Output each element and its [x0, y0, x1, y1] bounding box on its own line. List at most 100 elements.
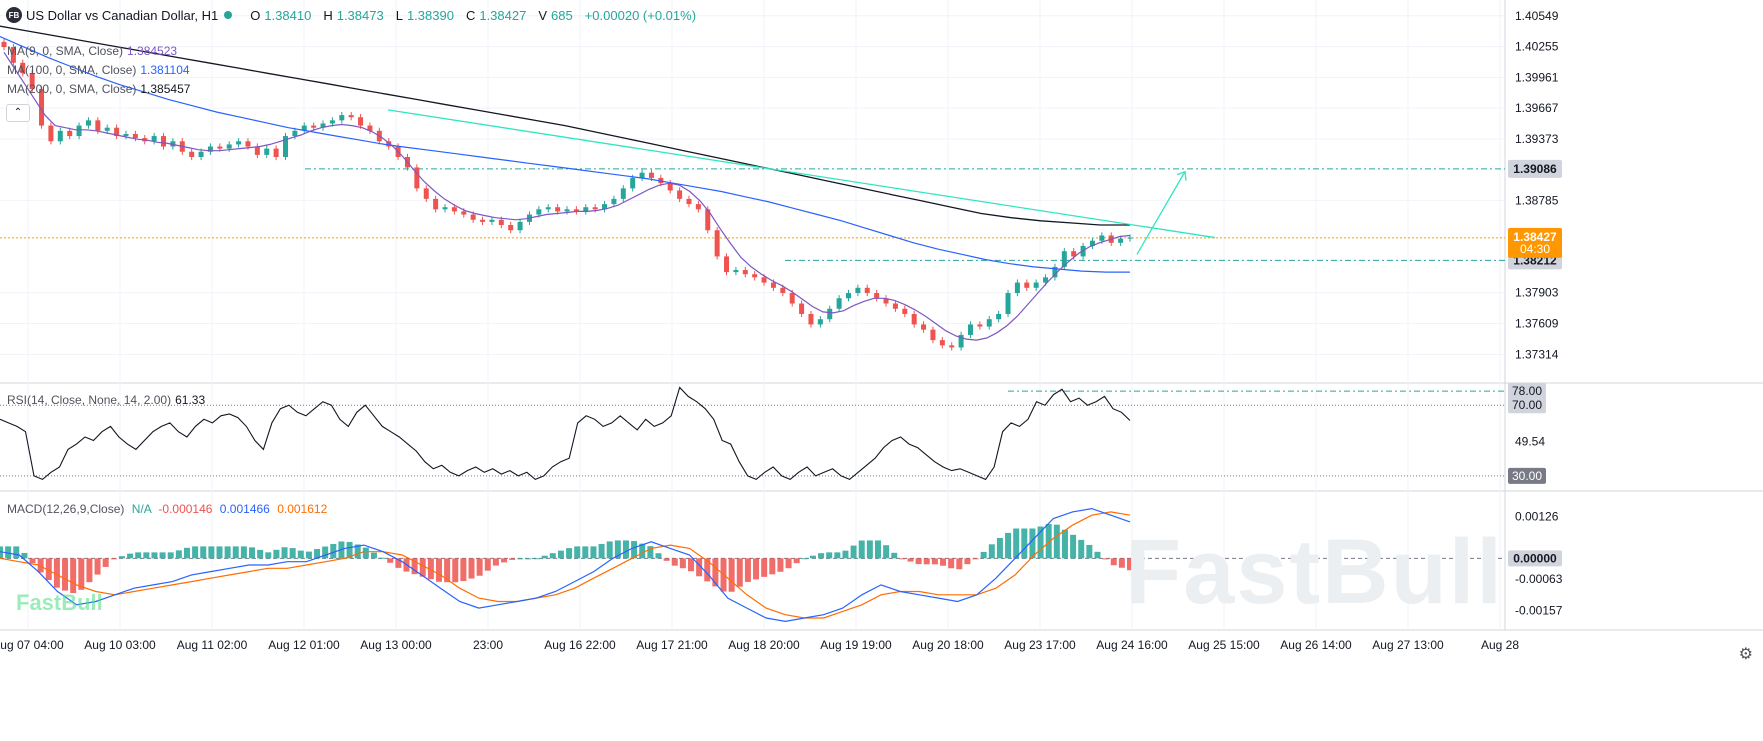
- rsi-tick-label: 78.00: [1512, 384, 1542, 398]
- candle-body: [892, 303, 898, 309]
- macd-histogram-bar: [13, 546, 20, 559]
- macd-histogram-bar: [102, 558, 109, 567]
- candle-body: [799, 303, 805, 314]
- candle-body: [686, 198, 692, 205]
- macd-histogram-bar: [793, 558, 800, 564]
- macd-histogram-bar: [21, 552, 28, 559]
- macd-histogram-bar: [1110, 558, 1117, 566]
- candle-body: [339, 115, 345, 121]
- candle-body: [367, 125, 373, 131]
- rsi-tick-bg: [1508, 383, 1546, 400]
- macd-histogram-bar: [460, 558, 467, 582]
- candle-body: [714, 230, 720, 257]
- macd-histogram-bar: [370, 552, 377, 559]
- macd-histogram-bar: [183, 547, 190, 559]
- macd-histogram-bar: [411, 558, 418, 575]
- macd-histogram-bar: [216, 546, 223, 559]
- candle-body: [986, 319, 992, 327]
- candle-body: [348, 115, 354, 118]
- rsi-label: RSI(14, Close, None, 14, 2.00): [7, 393, 172, 407]
- candle-body: [423, 188, 429, 199]
- macd-histogram-bar: [663, 558, 670, 561]
- macd-histogram-bar: [509, 558, 516, 560]
- candle-body: [967, 324, 973, 335]
- collapse-legend-button[interactable]: ⌃: [6, 104, 30, 122]
- candle-body: [1024, 282, 1030, 288]
- candle-body: [76, 125, 82, 137]
- macd-histogram-bar: [1127, 558, 1133, 571]
- macd-histogram-bar: [858, 540, 865, 559]
- candle-body: [602, 204, 608, 210]
- candle-body: [226, 144, 232, 149]
- macd-histogram-bar: [1053, 524, 1060, 559]
- macd-zero-tag-bg: [1508, 550, 1562, 567]
- watermark-large: FastBull: [1125, 521, 1504, 623]
- ma100-legend[interactable]: MA(100, 0, SMA, Close) 1.381104: [7, 63, 190, 77]
- candle-body: [911, 313, 917, 325]
- settings-gear-icon[interactable]: ⚙: [1738, 646, 1753, 663]
- candle-body: [780, 287, 786, 294]
- macd-histogram-bar: [78, 558, 85, 590]
- candle-body: [1099, 235, 1105, 241]
- rsi-tick-label: 49.54: [1515, 434, 1545, 448]
- macd-legend[interactable]: MACD(12,26,9,Close) N/A -0.000146 0.0014…: [7, 502, 327, 516]
- price-tick-label: 1.37609: [1515, 316, 1559, 330]
- macd-histogram-bar: [1118, 558, 1125, 568]
- ma9-legend[interactable]: MA(9, 0, SMA, Close) 1.384523: [7, 44, 177, 58]
- macd-histogram-bar: [484, 558, 491, 571]
- fastbull-logo-icon: FB: [6, 7, 22, 23]
- rsi-legend[interactable]: RSI(14, Close, None, 14, 2.00) 61.33: [7, 393, 205, 407]
- candle-body: [1071, 251, 1077, 257]
- macd-histogram-bar: [1086, 544, 1093, 559]
- candle-body: [114, 127, 120, 137]
- candle-body: [770, 282, 776, 288]
- macd-histogram-bar: [834, 552, 841, 559]
- symbol-title[interactable]: US Dollar vs Canadian Dollar, H1: [26, 7, 219, 23]
- macd-histogram-bar: [614, 540, 621, 559]
- macd-histogram-bar: [452, 558, 459, 583]
- macd-histogram-bar: [622, 540, 629, 559]
- candle-body: [442, 207, 448, 210]
- rsi-tick-bg: [1508, 467, 1546, 484]
- macd-histogram-bar: [940, 558, 947, 566]
- macd-histogram-bar: [5, 546, 12, 559]
- candle-body: [1127, 237, 1133, 239]
- macd-histogram-bar: [86, 558, 93, 583]
- current-price-label-sub: 04:30: [1520, 242, 1550, 256]
- rsi-tick-bg: [1508, 397, 1546, 414]
- candle-body: [677, 190, 683, 199]
- macd-histogram-bar: [159, 552, 166, 559]
- candle-body: [695, 204, 701, 210]
- open-value: 1.38410: [264, 7, 312, 23]
- macd-histogram-bar: [240, 546, 247, 559]
- candle-body: [217, 146, 223, 149]
- candle-body: [1061, 251, 1067, 267]
- candle-body: [1043, 277, 1049, 283]
- macd-histogram-bar: [785, 558, 792, 569]
- ma200-legend[interactable]: MA(200, 0, SMA, Close) 1.385457: [7, 82, 190, 96]
- candle-body: [1014, 282, 1020, 294]
- macd-histogram-bar: [1094, 551, 1101, 559]
- time-tick-label: Aug 25 15:00: [1188, 638, 1260, 652]
- candle-body: [498, 219, 504, 226]
- macd-histogram-bar: [850, 545, 857, 559]
- candle-body: [977, 324, 983, 327]
- macd-histogram-bar: [688, 558, 695, 572]
- macd-hist-value: N/A: [131, 502, 152, 516]
- time-tick-label: Aug 28: [1481, 638, 1519, 652]
- price-tick-label: 1.39667: [1515, 101, 1559, 115]
- macd-histogram-bar: [29, 558, 36, 564]
- candle-body: [85, 120, 91, 126]
- macd-histogram-bar: [1078, 539, 1085, 559]
- macd-histogram-bar: [736, 558, 743, 587]
- macd-histogram-bar: [931, 558, 938, 565]
- candle-body: [480, 219, 486, 222]
- macd-histogram-bar: [118, 556, 125, 559]
- macd-histogram-bar: [606, 541, 613, 559]
- macd-histogram-bar: [468, 558, 475, 579]
- candle-body: [742, 270, 748, 275]
- macd-histogram-bar: [70, 558, 77, 594]
- macd-histogram-bar: [809, 555, 816, 559]
- macd-label: MACD(12,26,9,Close): [7, 502, 125, 516]
